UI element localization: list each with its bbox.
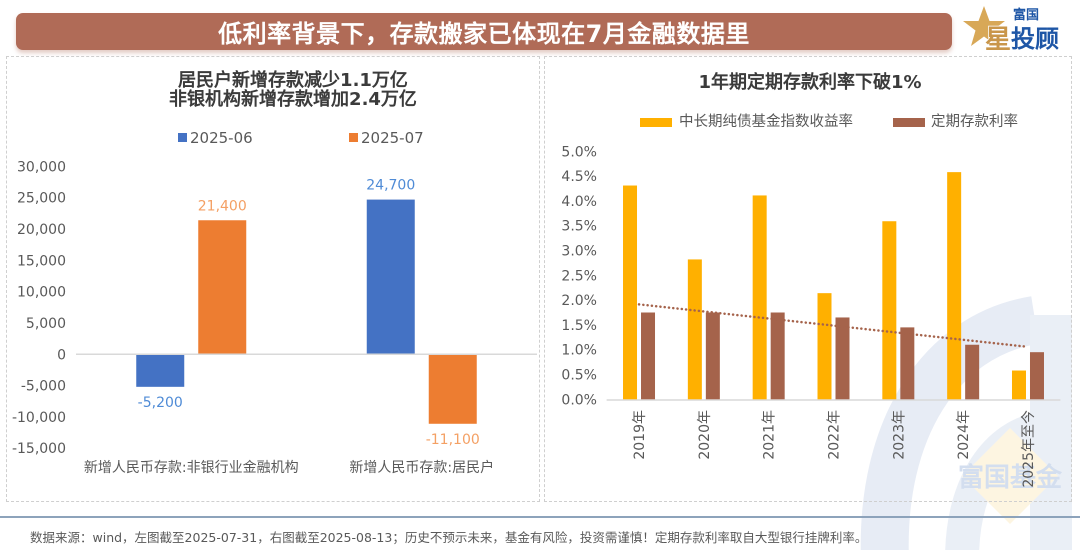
y-tick-label: 20,000 <box>17 222 66 238</box>
left-bar-chart: 30,000 25,000 20,000 15,000 10,000 5,000 0 -5,0… <box>12 159 537 476</box>
y-tick-label: -10,000 <box>12 410 66 426</box>
watermark-outer-arc <box>860 296 1040 550</box>
bar-中长期纯债基金指数收益率 <box>947 172 962 400</box>
data-label: -11,100 <box>426 432 480 448</box>
y-tick-label: 1.5% <box>561 318 597 334</box>
y-tick-label: 2.0% <box>561 293 597 309</box>
legend-swatch-2025-06 <box>178 133 187 142</box>
y-tick-label: 30,000 <box>17 159 66 175</box>
legend-swatch-bond-fund-yield <box>640 118 672 127</box>
right-bar-chart: 5.0% 4.5% 4.0% 3.5% 3.0% 2.5% 2.0% 1.5% 1.0% 0.5%… <box>561 144 1061 488</box>
bar-中长期纯债基金指数收益率 <box>1011 370 1026 400</box>
y-tick-label: 0 <box>57 347 66 363</box>
y-tick-label: -15,000 <box>12 441 66 457</box>
right-chart-panel <box>544 56 1072 502</box>
left-chart-title-line2: 非银机构新增存款增加2.4万亿 <box>169 89 417 110</box>
x-category-label: 2020年 <box>697 410 713 460</box>
trendline-deposit-rate <box>637 303 1030 349</box>
legend-label-2025-06: 2025-06 <box>190 129 253 147</box>
bar-定期存款利率 <box>705 312 720 400</box>
y-tick-label: 4.5% <box>561 169 597 185</box>
star-icon <box>963 6 1005 46</box>
logo-star-char: 星 <box>985 25 1011 55</box>
legend-swatch-deposit-rate <box>893 118 925 127</box>
bar-2025-07 <box>198 220 247 355</box>
watermark-diamond <box>962 428 1058 524</box>
legend-label-bond-fund-yield: 中长期纯债基金指数收益率 <box>679 114 853 130</box>
y-tick-label: 10,000 <box>17 285 66 301</box>
left-chart-title-line1: 居民户新增存款减少1.1万亿 <box>178 70 408 91</box>
bar-2025-06 <box>136 354 185 387</box>
bar-定期存款利率 <box>835 317 850 400</box>
footer-divider <box>0 516 1080 518</box>
brand-logo: 星 富国 投顾 <box>963 6 1059 55</box>
y-tick-label: 0.0% <box>561 392 597 408</box>
bar-中长期纯债基金指数收益率 <box>882 221 897 400</box>
bar-定期存款利率 <box>900 327 915 400</box>
x-category-label: 2025年至今 <box>1021 410 1037 488</box>
x-category-label: 2021年 <box>762 410 778 460</box>
y-tick-label: 5.0% <box>561 144 597 160</box>
x-category-label: 新增人民币存款:非银行业金融机构 <box>84 460 299 476</box>
x-category-label: 2023年 <box>891 410 907 460</box>
x-category-label: 新增人民币存款:居民户 <box>349 459 494 476</box>
y-tick-label: 5,000 <box>26 316 66 332</box>
y-tick-label: 1.0% <box>561 343 597 359</box>
watermark-text: 富国基金 <box>958 462 1063 493</box>
y-tick-label: 25,000 <box>17 191 66 207</box>
bar-2025-07 <box>428 354 477 424</box>
logo-main-text: 投顾 <box>1011 25 1059 53</box>
y-tick-label: 3.0% <box>561 244 597 260</box>
bar-2025-06 <box>366 199 415 355</box>
page-title: 低利率背景下，存款搬家已体现在7月金融数据里 <box>218 20 750 48</box>
bar-中长期纯债基金指数收益率 <box>817 293 832 400</box>
legend-swatch-2025-07 <box>349 133 358 142</box>
y-tick-label: -5,000 <box>21 379 66 395</box>
x-category-label: 2019年 <box>632 410 648 460</box>
bar-中长期纯债基金指数收益率 <box>623 185 638 400</box>
y-tick-label: 4.0% <box>561 194 597 210</box>
x-category-label: 2024年 <box>956 410 972 460</box>
data-label: 24,700 <box>366 178 415 194</box>
data-label: -5,200 <box>138 395 183 411</box>
x-category-label: 2022年 <box>827 410 843 460</box>
logo-top-text: 富国 <box>1013 7 1039 23</box>
legend-label-2025-07: 2025-07 <box>361 129 424 147</box>
header-banner: 低利率背景下，存款搬家已体现在7月金融数据里 <box>16 13 952 50</box>
y-tick-label: 15,000 <box>17 253 66 269</box>
bar-定期存款利率 <box>770 312 785 400</box>
bar-中长期纯债基金指数收益率 <box>752 195 767 400</box>
y-tick-label: 0.5% <box>561 368 597 384</box>
y-tick-label: 2.5% <box>561 268 597 284</box>
y-tick-label: 3.5% <box>561 219 597 235</box>
data-label: 21,400 <box>198 198 247 214</box>
left-chart-panel <box>6 56 540 502</box>
footer-source-note: 数据来源：wind，左图截至2025-07-31，右图截至2025-08-13；… <box>30 530 868 545</box>
bar-定期存款利率 <box>965 344 980 400</box>
legend-label-deposit-rate: 定期存款利率 <box>931 114 1018 130</box>
bar-定期存款利率 <box>641 312 656 400</box>
bar-定期存款利率 <box>1029 352 1044 400</box>
bar-中长期纯债基金指数收益率 <box>687 259 702 400</box>
right-chart-title: 1年期定期存款利率下破1% <box>698 72 922 93</box>
